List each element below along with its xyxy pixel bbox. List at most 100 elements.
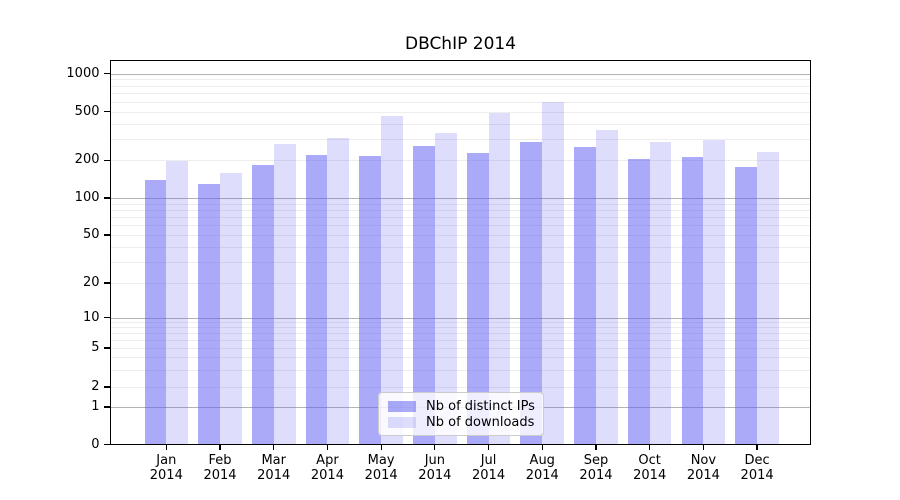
gridline-minor	[110, 209, 811, 211]
y-tick-mark	[103, 159, 110, 161]
gridline-minor	[110, 357, 811, 359]
x-tick-mark	[595, 444, 597, 450]
legend: Nb of distinct IPs Nb of downloads	[378, 392, 544, 436]
x-tick-mark	[219, 444, 221, 450]
gridline-minor	[110, 123, 811, 125]
x-tick-mark	[702, 444, 704, 450]
y-tick-mark	[103, 386, 110, 388]
bar-distinct-ips	[627, 158, 650, 445]
bar-downloads	[757, 151, 779, 445]
gridline-major	[110, 73, 811, 75]
x-tick-label: Jun 2014	[418, 452, 452, 483]
x-tick-label: Jul 2014	[472, 452, 506, 483]
bar-downloads	[273, 143, 296, 445]
x-tick-label: Oct 2014	[633, 452, 667, 483]
bar-distinct-ips	[251, 165, 274, 445]
gridline-minor	[110, 101, 811, 103]
y-tick-mark	[103, 443, 110, 446]
bar-distinct-ips	[520, 142, 543, 445]
bar-downloads	[434, 132, 457, 445]
legend-swatch-distinct-ips	[388, 400, 416, 412]
gridline-minor	[110, 85, 811, 87]
gridline-minor	[110, 246, 811, 248]
plot-area	[110, 60, 811, 445]
x-tick-label: Jan 2014	[149, 452, 183, 483]
x-tick-mark	[649, 444, 651, 450]
y-tick-mark	[103, 282, 110, 284]
gridline-minor	[110, 283, 811, 284]
x-tick-label: Aug 2014	[525, 452, 559, 483]
bar-downloads	[381, 116, 403, 445]
x-tick-label: Nov 2014	[686, 452, 720, 483]
gridline-major	[110, 198, 811, 199]
x-tick-label: Dec 2014	[740, 452, 774, 483]
bar-downloads	[595, 129, 618, 445]
bar-distinct-ips	[735, 166, 758, 445]
y-tick-label: 200	[74, 152, 100, 168]
bar-distinct-ips	[681, 157, 704, 445]
x-tick-mark	[434, 444, 436, 450]
bar-downloads	[649, 141, 672, 445]
gridline-minor	[110, 138, 811, 140]
x-tick-mark	[165, 444, 167, 450]
x-tick-mark	[380, 444, 382, 450]
y-tick-label: 5	[91, 340, 100, 355]
x-tick-label: Sep 2014	[579, 452, 613, 483]
legend-item: Nb of downloads	[388, 414, 534, 430]
x-tick-mark	[487, 444, 490, 450]
y-tick-label: 100	[74, 190, 100, 205]
gridline-minor	[110, 160, 811, 162]
gridline-minor	[110, 261, 811, 263]
gridline-minor	[110, 333, 811, 335]
gridline-minor	[110, 225, 811, 227]
gridline-minor	[110, 339, 811, 341]
legend-item: Nb of distinct IPs	[388, 398, 535, 414]
y-tick-label: 50	[82, 227, 100, 242]
y-tick-mark	[103, 347, 110, 349]
y-tick-label: 20	[82, 275, 100, 290]
y-tick-label: 500	[74, 103, 100, 119]
gridline-minor	[110, 327, 811, 329]
y-tick-mark	[103, 406, 110, 408]
y-tick-label: 1	[91, 399, 100, 414]
x-tick-mark	[273, 444, 275, 450]
gridline-minor	[110, 348, 811, 349]
gridline-minor	[110, 235, 811, 236]
y-tick-mark	[103, 316, 110, 319]
x-tick-mark	[541, 444, 543, 450]
y-tick-label: 1000	[66, 65, 100, 81]
gridline-minor	[110, 387, 811, 388]
y-tick-mark	[103, 111, 110, 113]
gridline-minor	[110, 93, 811, 95]
x-tick-label: May 2014	[364, 452, 398, 483]
bar-downloads	[542, 102, 565, 445]
y-tick-label: 0	[91, 436, 100, 452]
bar-distinct-ips	[359, 156, 382, 445]
bar-distinct-ips	[413, 146, 435, 445]
legend-swatch-downloads	[388, 416, 416, 428]
y-tick-mark	[103, 197, 110, 199]
bar-distinct-ips	[574, 146, 596, 445]
bar-downloads	[220, 173, 242, 445]
gridline-major	[110, 317, 811, 319]
x-tick-mark	[326, 444, 328, 450]
legend-label: Nb of downloads	[426, 414, 535, 430]
x-tick-mark	[756, 444, 758, 450]
chart-title: DBChIP 2014	[404, 34, 517, 54]
y-tick-label: 10	[82, 309, 100, 325]
bar-distinct-ips	[466, 152, 489, 445]
gridline-minor	[110, 217, 811, 219]
bar-downloads	[166, 161, 189, 445]
bar-distinct-ips	[144, 180, 167, 445]
y-tick-label: 2	[91, 379, 100, 394]
gridline-minor	[110, 111, 811, 113]
x-tick-label: Mar 2014	[257, 452, 291, 483]
bar-downloads	[327, 137, 350, 445]
bar-distinct-ips	[198, 184, 220, 445]
y-tick-mark	[103, 234, 110, 236]
x-tick-label: Apr 2014	[310, 452, 344, 483]
gridline-minor	[110, 79, 811, 81]
y-tick-mark	[103, 72, 110, 75]
bar-distinct-ips	[305, 155, 328, 445]
